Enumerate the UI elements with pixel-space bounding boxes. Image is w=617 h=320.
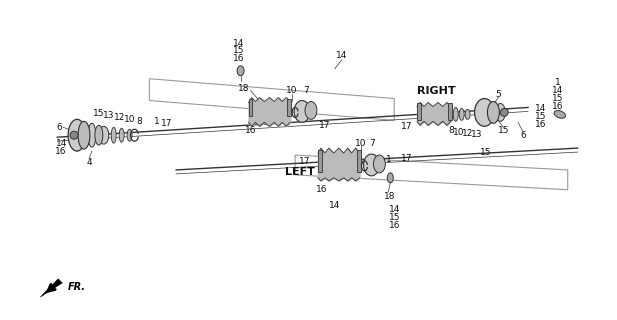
Ellipse shape [294,100,310,122]
Bar [287,99,291,116]
Text: 10: 10 [453,128,465,137]
Text: 15: 15 [497,126,509,135]
Text: 16: 16 [535,120,547,129]
Text: 16: 16 [245,126,256,135]
Ellipse shape [88,123,96,147]
Text: 17: 17 [402,122,413,131]
Text: 7: 7 [303,86,309,95]
Text: RIGHT: RIGHT [417,86,456,96]
Polygon shape [41,279,62,297]
Text: 16: 16 [233,54,244,63]
Bar [357,150,360,172]
Text: 14: 14 [552,86,563,95]
Ellipse shape [487,101,499,123]
Text: 15: 15 [389,213,400,222]
Text: FR.: FR. [68,282,86,292]
Text: 15: 15 [552,94,563,103]
Text: 15: 15 [535,112,547,121]
Ellipse shape [373,155,386,173]
Ellipse shape [237,66,244,76]
Text: 10: 10 [286,86,298,95]
Text: 17: 17 [160,119,172,128]
Text: 8: 8 [136,117,143,126]
Text: LEFT: LEFT [285,167,315,177]
Text: 16: 16 [56,147,67,156]
Ellipse shape [459,108,464,120]
Ellipse shape [111,127,116,143]
Text: 6: 6 [56,123,62,132]
Ellipse shape [68,119,86,151]
Ellipse shape [78,121,90,149]
Text: 14: 14 [56,139,67,148]
Text: 14: 14 [329,201,341,210]
Ellipse shape [363,154,379,176]
Text: 15: 15 [479,148,491,156]
Text: 17: 17 [402,154,413,163]
Text: 1: 1 [386,156,392,164]
Text: 13: 13 [471,130,482,139]
Ellipse shape [495,103,505,121]
Text: 17: 17 [319,121,331,130]
Ellipse shape [387,173,393,183]
Ellipse shape [465,109,470,119]
Text: 14: 14 [233,38,244,48]
Ellipse shape [554,110,566,118]
Text: 16: 16 [316,185,328,194]
Text: 4: 4 [86,158,92,167]
Ellipse shape [127,129,132,141]
Text: 16: 16 [552,102,563,111]
Text: 16: 16 [389,221,400,230]
Text: 10: 10 [355,139,366,148]
Text: 8: 8 [448,126,453,135]
Text: 18: 18 [238,84,249,93]
Bar [318,150,322,172]
Ellipse shape [500,108,508,116]
Text: 17: 17 [299,157,311,166]
Ellipse shape [95,125,103,145]
Bar [448,103,452,120]
Text: 14: 14 [536,104,547,113]
Text: 18: 18 [384,192,395,201]
Text: 1: 1 [154,117,159,126]
Text: 14: 14 [336,52,347,60]
Ellipse shape [119,128,124,142]
Text: 15: 15 [93,109,105,118]
Text: 12: 12 [462,129,473,138]
Ellipse shape [70,131,78,139]
Ellipse shape [474,99,494,126]
Ellipse shape [305,101,317,119]
Ellipse shape [453,108,458,121]
Bar [417,103,421,120]
Text: 5: 5 [495,90,501,99]
Text: 10: 10 [124,115,135,124]
Bar [249,99,252,116]
Text: 15: 15 [233,46,244,55]
Text: 14: 14 [389,205,400,214]
Text: 12: 12 [114,113,125,122]
Text: 1: 1 [555,78,561,87]
Text: 13: 13 [103,111,115,120]
Ellipse shape [99,126,109,144]
Text: 6: 6 [520,131,526,140]
Text: 7: 7 [370,139,375,148]
